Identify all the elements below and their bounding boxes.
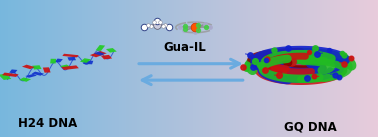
Point: [183, 28, 189, 30]
Point: [244, 63, 250, 65]
Polygon shape: [67, 57, 76, 61]
Point: [341, 63, 347, 65]
Polygon shape: [94, 52, 105, 56]
Polygon shape: [62, 54, 79, 57]
Point: [336, 76, 342, 78]
Point: [154, 20, 160, 22]
Polygon shape: [0, 74, 11, 80]
Point: [304, 76, 310, 79]
Point: [349, 57, 355, 59]
Point: [311, 75, 317, 77]
Point: [285, 47, 291, 49]
Polygon shape: [60, 65, 71, 69]
Polygon shape: [32, 72, 44, 76]
Polygon shape: [43, 67, 51, 73]
Point: [195, 24, 201, 26]
Point: [148, 25, 154, 28]
Point: [326, 49, 332, 51]
Point: [154, 24, 160, 26]
Polygon shape: [19, 77, 31, 82]
Polygon shape: [96, 45, 105, 51]
Polygon shape: [25, 74, 37, 78]
Point: [306, 51, 312, 53]
Point: [166, 25, 172, 28]
Point: [207, 26, 213, 28]
Point: [332, 73, 338, 76]
Point: [250, 66, 256, 69]
Point: [262, 69, 268, 71]
Polygon shape: [90, 51, 107, 57]
Point: [240, 66, 246, 68]
Point: [202, 23, 208, 25]
Point: [141, 25, 147, 28]
Text: Gua-IL: Gua-IL: [164, 42, 207, 54]
Point: [177, 26, 183, 28]
Point: [339, 52, 345, 54]
Polygon shape: [50, 59, 56, 63]
Point: [243, 67, 249, 69]
Point: [160, 25, 166, 28]
Point: [252, 60, 258, 62]
Point: [157, 21, 163, 23]
Polygon shape: [101, 55, 112, 59]
Point: [163, 24, 169, 26]
Point: [145, 24, 151, 26]
Point: [276, 74, 282, 76]
Point: [192, 31, 198, 33]
Point: [314, 53, 320, 55]
Polygon shape: [80, 58, 91, 63]
Point: [341, 54, 347, 56]
Polygon shape: [22, 65, 35, 69]
Polygon shape: [32, 65, 42, 69]
Point: [263, 58, 269, 61]
Text: H24 DNA: H24 DNA: [18, 117, 77, 130]
Point: [247, 54, 253, 56]
Polygon shape: [55, 59, 63, 62]
Point: [203, 26, 209, 28]
Point: [183, 25, 189, 27]
Point: [271, 49, 277, 51]
Point: [192, 26, 198, 28]
Point: [151, 21, 157, 23]
Polygon shape: [61, 65, 79, 70]
Point: [257, 64, 263, 66]
Point: [192, 22, 198, 24]
Point: [181, 29, 187, 32]
Point: [312, 47, 318, 49]
Polygon shape: [106, 48, 117, 53]
Point: [264, 58, 270, 60]
Polygon shape: [9, 69, 17, 73]
Polygon shape: [2, 73, 19, 77]
Point: [195, 29, 201, 31]
Text: GQ DNA: GQ DNA: [284, 121, 336, 134]
Polygon shape: [83, 60, 93, 64]
